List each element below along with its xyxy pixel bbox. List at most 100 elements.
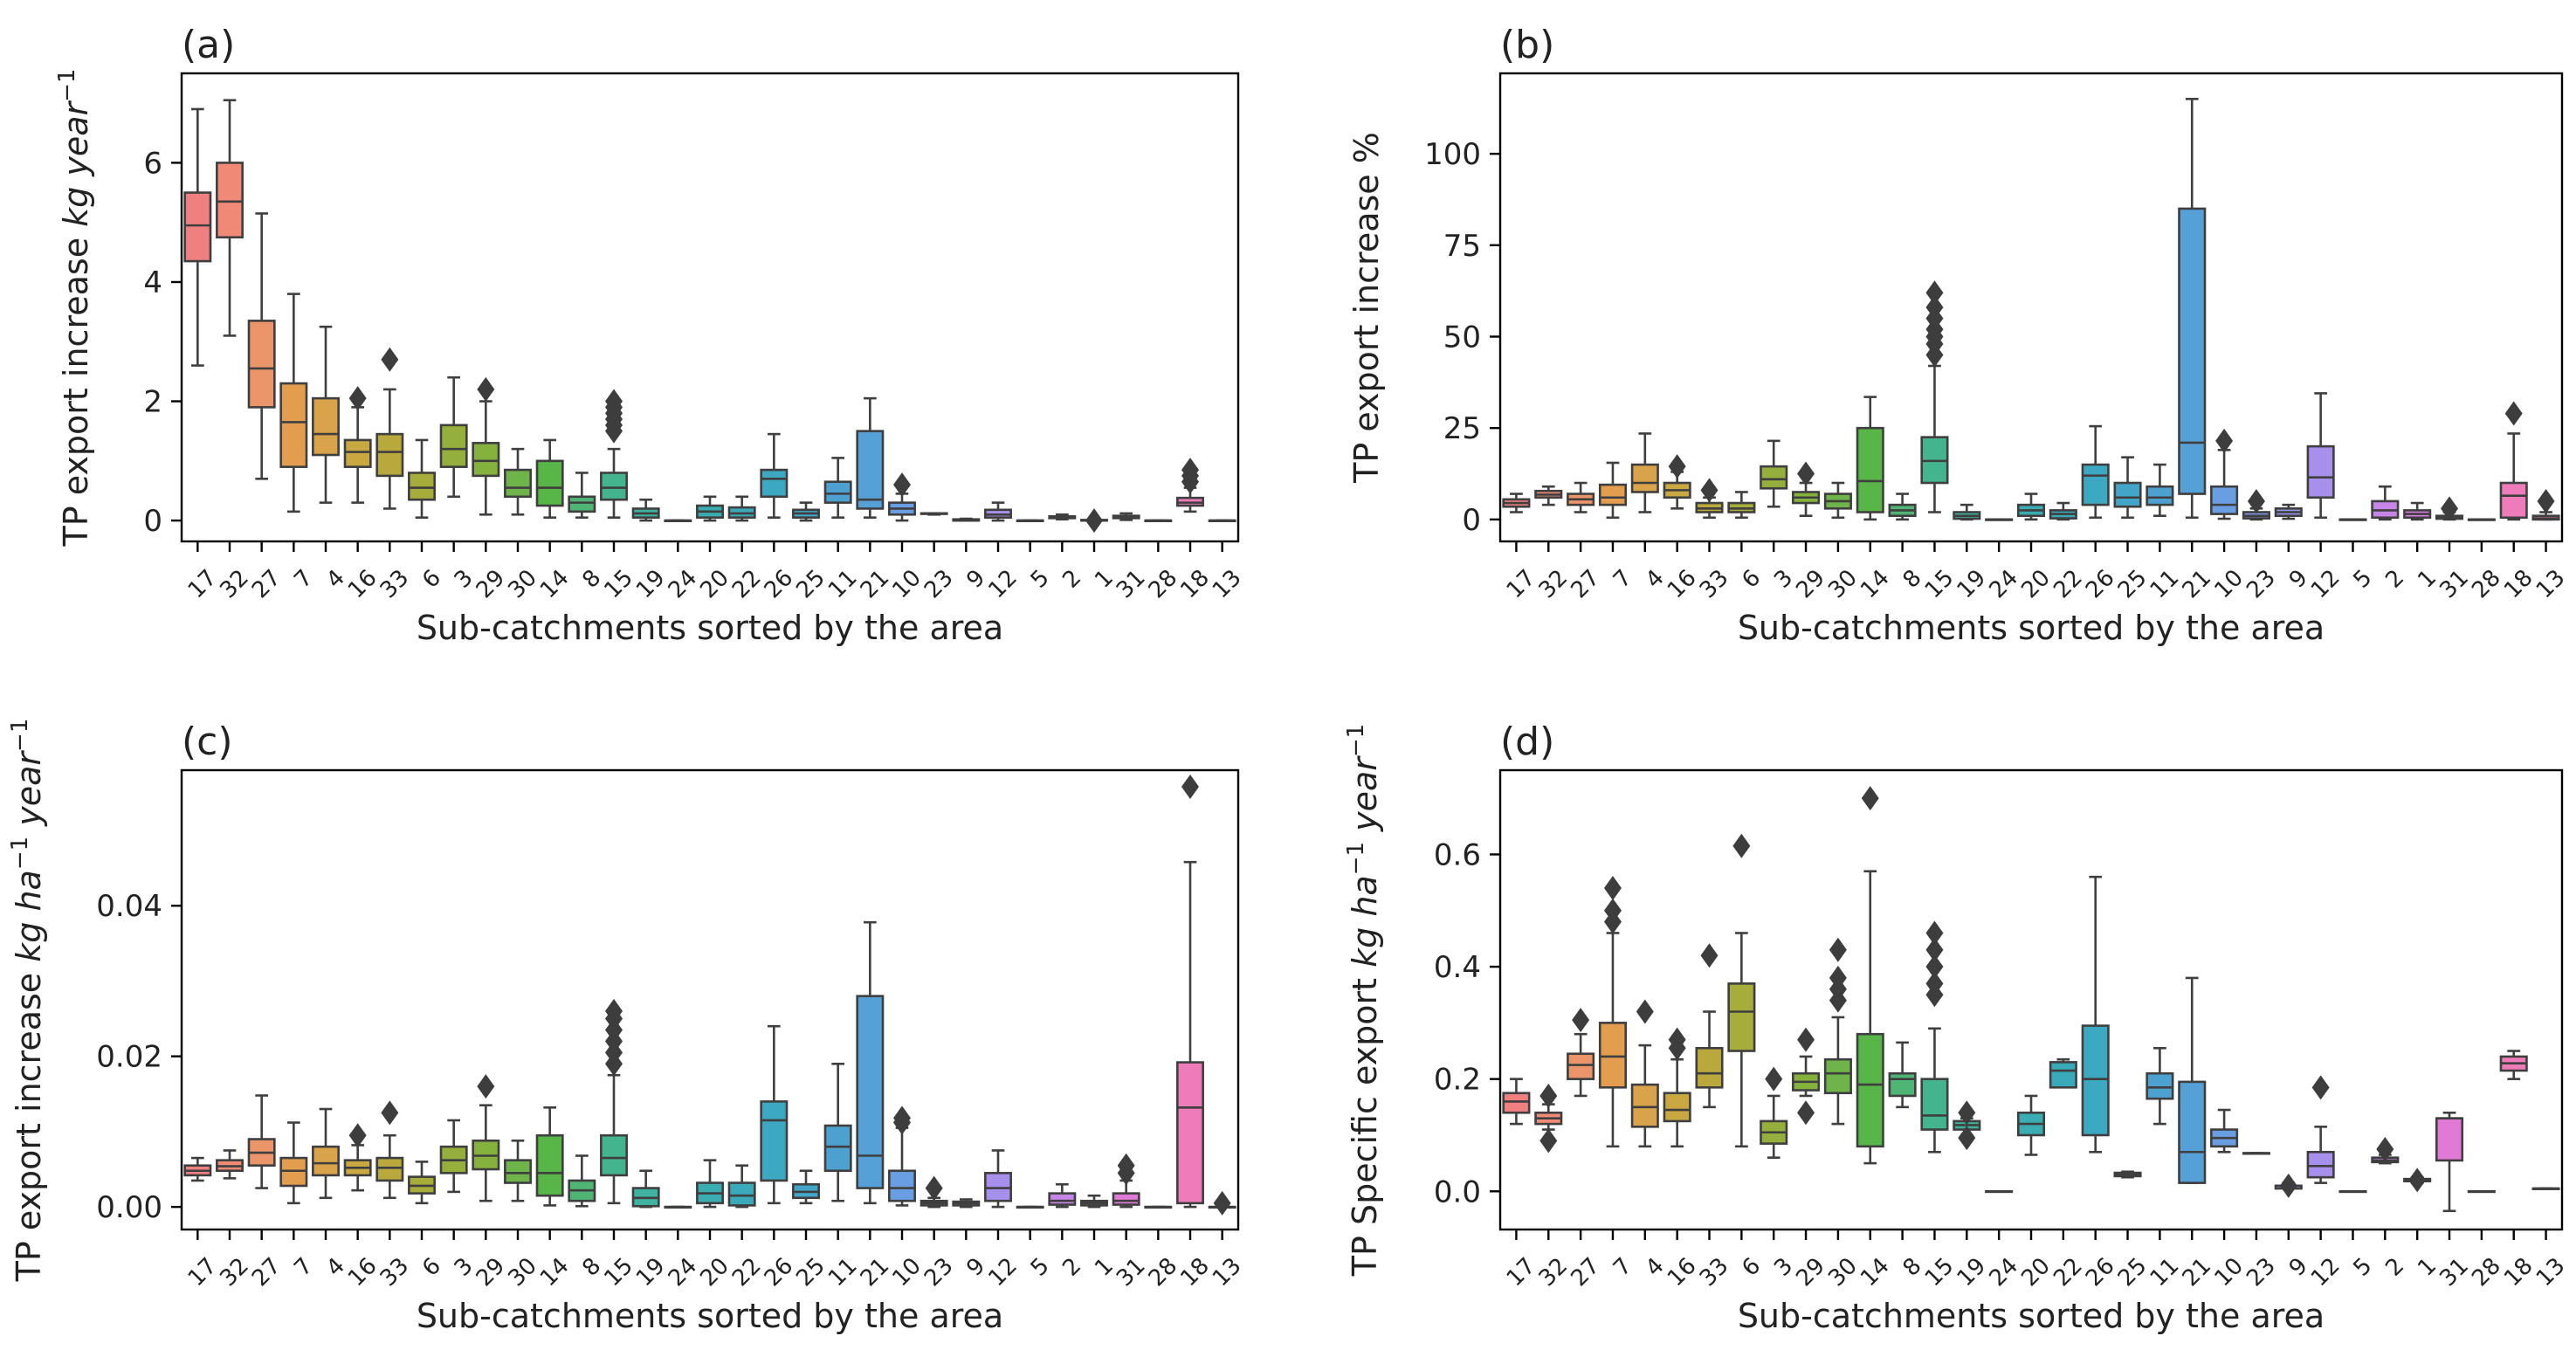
iqr-box (2306, 1150, 2335, 1179)
x-tick-label: 1 (1090, 565, 1119, 594)
outlier-marker (1797, 1100, 1815, 1126)
outlier-marker (477, 376, 495, 402)
box-28 (1144, 1205, 1173, 1209)
outlier-marker (2311, 1075, 2330, 1100)
y-axis-label: TP export increase kg ha−1 year−1 (7, 719, 48, 1283)
outlier-marker (1958, 1126, 1976, 1151)
x-tick-label: 23 (920, 565, 959, 604)
box-3 (1760, 439, 1788, 508)
x-tick-label: 4 (1641, 1253, 1670, 1282)
box-21 (2178, 98, 2207, 520)
box-27 (1567, 481, 1595, 513)
box-8 (1888, 1041, 1917, 1109)
x-tick-label: 14 (1856, 565, 1895, 604)
outlier-marker (2279, 1173, 2297, 1198)
box-20 (696, 495, 724, 522)
iqr-box (600, 1133, 628, 1177)
iqr-box (1176, 1061, 1204, 1205)
box-11 (823, 1062, 852, 1202)
x-tick-label: 9 (961, 565, 990, 594)
x-tick-label: 3 (450, 565, 479, 594)
box-23 (920, 512, 948, 516)
x-tick-label: 27 (247, 565, 286, 604)
box-3 (439, 1119, 468, 1194)
box-9 (952, 517, 981, 522)
box-13 (2531, 488, 2560, 521)
panel-title: (a) (182, 23, 235, 67)
outlier-marker (1668, 1027, 1686, 1052)
y-tick-label: 50 (1443, 320, 1481, 355)
box-31 (2435, 496, 2464, 521)
x-tick-label: 7 (1608, 1253, 1637, 1282)
box-27 (247, 1094, 276, 1189)
iqr-box (2113, 481, 2142, 508)
box-12 (2306, 392, 2335, 520)
box-8 (568, 1154, 596, 1208)
y-tick-label: 0 (1462, 503, 1481, 538)
box-24 (664, 1205, 692, 1209)
x-tick-label: 6 (417, 1253, 446, 1282)
box-10 (888, 1106, 916, 1207)
box-30 (1823, 937, 1852, 1126)
x-tick-label: 1 (2413, 565, 2442, 594)
box-16 (343, 386, 372, 504)
iqr-box (504, 468, 532, 499)
x-tick-label: 27 (247, 1253, 286, 1292)
box-31 (2435, 1111, 2464, 1213)
box-20 (2016, 493, 2046, 521)
y-tick-label: 0.0 (1434, 1174, 1481, 1209)
y-tick-label: 100 (1424, 137, 1481, 172)
outlier-marker (1700, 478, 1718, 503)
x-tick-label: 9 (2284, 1253, 2313, 1282)
x-tick-label: 12 (2306, 1253, 2345, 1292)
axes-frame (1498, 72, 2564, 543)
box-22 (2049, 501, 2077, 521)
iqr-box (2178, 1080, 2207, 1184)
y-tick-label: 0.04 (96, 889, 162, 924)
outlier-marker (1797, 1027, 1815, 1052)
iqr-box (568, 495, 596, 513)
box-29 (472, 376, 500, 516)
box-6 (1727, 491, 1756, 520)
iqr-box (823, 480, 852, 504)
box-25 (2113, 1170, 2142, 1179)
box-2 (1048, 1182, 1077, 1209)
iqr-box (247, 320, 276, 409)
y-tick-label: 0 (143, 504, 162, 539)
outlier-marker (893, 1106, 911, 1131)
box-12 (2306, 1075, 2335, 1184)
box-5 (1016, 1205, 1044, 1209)
iqr-box (2049, 1061, 2077, 1089)
box-32 (1534, 1083, 1563, 1154)
outlier-marker (381, 347, 399, 372)
iqr-box (375, 432, 404, 478)
x-tick-label: 4 (1641, 565, 1670, 594)
box-32 (1534, 485, 1563, 506)
outlier-marker (1181, 458, 1199, 483)
outlier-marker (2504, 401, 2523, 426)
outlier-marker (1603, 898, 1622, 923)
iqr-box (408, 472, 436, 501)
box-31 (1112, 512, 1140, 521)
iqr-box (312, 1145, 340, 1177)
x-tick-label: 12 (2306, 565, 2345, 604)
box-33 (375, 347, 404, 510)
axes-frame (180, 72, 1240, 543)
x-tick-label: 23 (2242, 565, 2281, 604)
outlier-marker (1603, 876, 1622, 901)
box-22 (2049, 1057, 2077, 1089)
x-tick-label: 7 (1608, 565, 1637, 594)
box-15 (1920, 280, 1949, 513)
box-13 (1208, 519, 1236, 523)
iqr-box (312, 396, 340, 457)
outlier-marker (2247, 488, 2265, 513)
x-tick-label: 1 (1090, 1253, 1119, 1282)
box-10 (2210, 428, 2239, 520)
box-10 (2210, 1108, 2239, 1154)
x-axis-label: Sub-catchments sorted by the area (1738, 1297, 2325, 1335)
outlier-marker (381, 1100, 399, 1126)
outlier-marker (1539, 1128, 1558, 1154)
box-7 (1598, 461, 1628, 520)
box-14 (535, 438, 564, 519)
